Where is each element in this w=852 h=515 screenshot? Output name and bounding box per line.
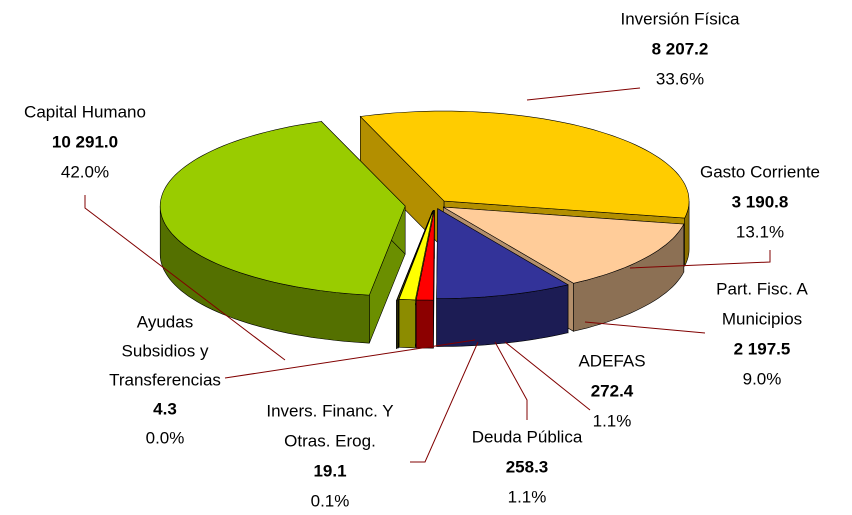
leader-line [629, 250, 771, 269]
value-label: 19.1 [313, 461, 346, 480]
slice [415, 210, 435, 301]
percent-label: 13.1% [736, 222, 784, 241]
leader-line [504, 341, 591, 411]
percent-label: 1.1% [593, 411, 632, 430]
slice-wall [415, 299, 434, 349]
slice-label: Municipios [722, 309, 802, 328]
slice-tops [159, 110, 690, 301]
slice-label: Inversión Física [620, 9, 740, 28]
slice-label: Part. Fisc. A [716, 279, 808, 298]
slice-label: Otras. Erog. [284, 431, 376, 450]
value-label: 258.3 [506, 457, 549, 476]
slice-label: Invers. Financ. Y [266, 401, 393, 420]
leader-line [584, 321, 706, 334]
slice-wall [396, 299, 399, 349]
slice [398, 209, 434, 301]
slice [443, 206, 685, 284]
value-label: 8 207.2 [652, 39, 709, 58]
percent-label: 33.6% [656, 69, 704, 88]
percent-label: 0.0% [146, 428, 185, 447]
leader-line [410, 341, 479, 463]
percent-label: 0.1% [311, 491, 350, 510]
slice [396, 211, 433, 301]
leader-line [224, 339, 476, 379]
slice-wall [398, 298, 416, 349]
slice-label: ADEFAS [578, 351, 645, 370]
value-label: 4.3 [153, 399, 177, 418]
slice [359, 110, 690, 219]
leader-line [84, 195, 286, 361]
slice-label: Ayudas [137, 312, 193, 331]
slice [436, 208, 569, 299]
slice-label: Deuda Pública [472, 427, 583, 446]
value-label: 2 197.5 [734, 339, 791, 358]
percent-label: 9.0% [743, 369, 782, 388]
percent-label: 1.1% [508, 487, 547, 506]
slice [159, 121, 406, 296]
slice-label: Subsidios y [122, 341, 209, 360]
leader-line [494, 341, 528, 420]
value-label: 3 190.8 [732, 192, 789, 211]
value-label: 272.4 [591, 381, 634, 400]
slice-label: Transferencias [109, 370, 221, 389]
slice-label: Capital Humano [24, 102, 146, 121]
value-label: 10 291.0 [52, 132, 118, 151]
percent-label: 42.0% [61, 162, 109, 181]
slice-label: Gasto Corriente [700, 162, 820, 181]
leader-line [526, 87, 641, 101]
